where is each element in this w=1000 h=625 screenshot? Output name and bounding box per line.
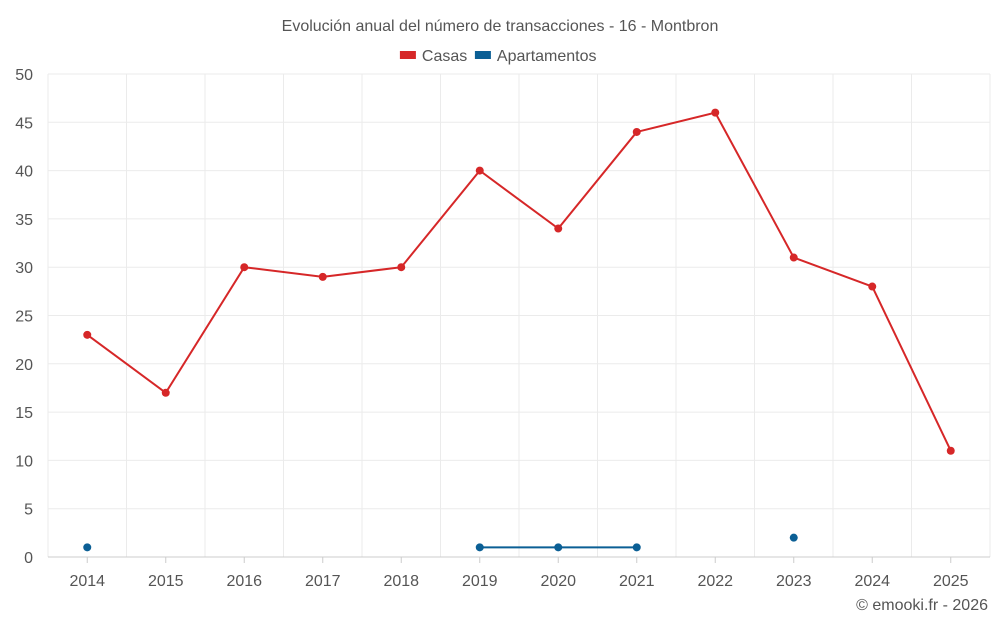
x-tick-label: 2024	[854, 573, 890, 590]
y-tick-label: 15	[15, 405, 33, 422]
legend-item-label[interactable]: Casas	[422, 48, 467, 65]
y-tick-label: 30	[15, 260, 33, 277]
data-point[interactable]	[554, 224, 563, 233]
data-point[interactable]	[711, 108, 720, 117]
x-tick-label: 2022	[697, 573, 733, 590]
legend-swatch	[474, 51, 491, 59]
series-casas	[83, 108, 955, 455]
data-point[interactable]	[83, 330, 92, 339]
data-point[interactable]	[475, 543, 484, 552]
data-point[interactable]	[240, 263, 249, 272]
y-tick-label: 10	[15, 453, 33, 470]
data-point[interactable]	[868, 282, 877, 291]
chart-title: Evolución anual del número de transaccio…	[282, 18, 719, 35]
y-tick-label: 0	[24, 550, 33, 567]
data-point[interactable]	[318, 272, 327, 281]
data-point[interactable]	[632, 543, 641, 552]
series-apartamentos	[83, 533, 798, 552]
data-point[interactable]	[161, 388, 170, 397]
data-point[interactable]	[789, 253, 798, 262]
data-point[interactable]	[83, 543, 92, 552]
series-line	[86, 111, 952, 452]
x-tick-label: 2014	[69, 573, 105, 590]
data-point[interactable]	[397, 263, 406, 272]
x-tick-label: 2015	[148, 573, 184, 590]
data-point[interactable]	[946, 446, 955, 455]
x-tick-label: 2025	[933, 573, 969, 590]
y-tick-label: 50	[15, 67, 33, 84]
data-point[interactable]	[554, 543, 563, 552]
legend-item-label[interactable]: Apartamentos	[497, 48, 597, 65]
x-tick-label: 2020	[540, 573, 576, 590]
x-tick-label: 2021	[619, 573, 655, 590]
x-tick-label: 2017	[305, 573, 341, 590]
data-point[interactable]	[789, 533, 798, 542]
y-tick-label: 35	[15, 212, 33, 229]
legend-swatch	[399, 51, 416, 59]
legend: Casas Apartamentos	[399, 48, 597, 65]
grid	[47, 73, 991, 557]
x-tick-label: 2018	[383, 573, 419, 590]
y-tick-label: 20	[15, 357, 33, 374]
y-tick-label: 40	[15, 164, 33, 181]
credit-text: © emooki.fr - 2026	[856, 597, 988, 614]
x-tick-label: 2019	[462, 573, 498, 590]
y-tick-label: 25	[15, 309, 33, 326]
series-layer	[83, 108, 955, 552]
y-axis: 0 5 10 15 20 25 30 35 40 45 50	[15, 67, 33, 567]
data-point[interactable]	[475, 166, 484, 175]
x-axis: 2014 2015 2016 2017 2018 2019 2020 2021 2022 2023…	[48, 556, 990, 590]
y-tick-label: 45	[15, 115, 33, 132]
data-point[interactable]	[632, 127, 641, 136]
x-tick-label: 2016	[226, 573, 262, 590]
x-tick-label: 2023	[776, 573, 812, 590]
y-tick-label: 5	[24, 502, 33, 519]
